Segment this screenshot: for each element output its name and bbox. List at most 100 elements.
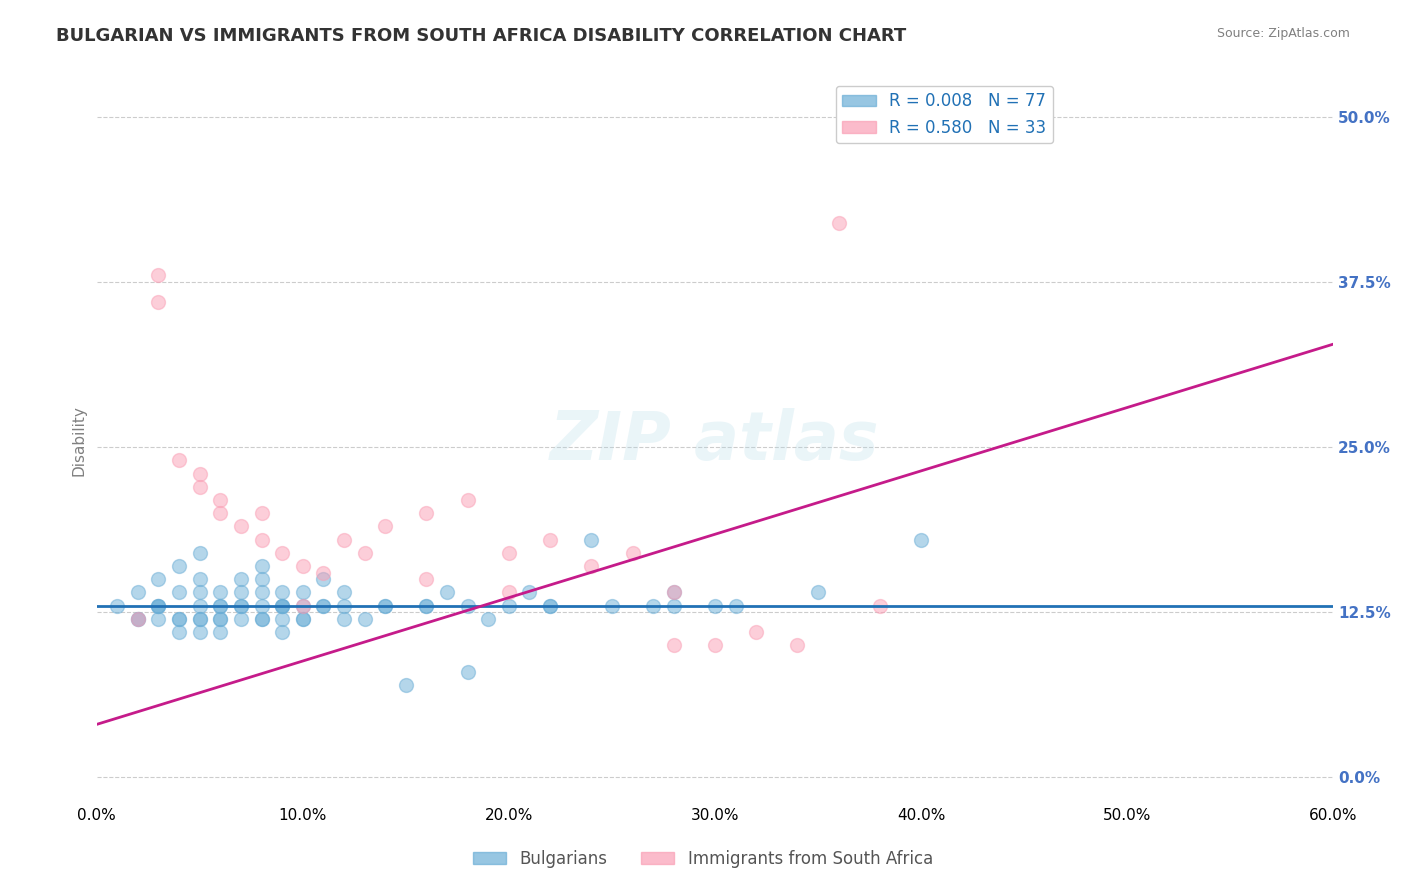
- Point: [724, 599, 747, 613]
- Text: ZIP atlas: ZIP atlas: [550, 408, 880, 474]
- Point: [312, 599, 335, 613]
- Point: [333, 599, 356, 613]
- Legend: R = 0.008   N = 77, R = 0.580   N = 33: R = 0.008 N = 77, R = 0.580 N = 33: [835, 86, 1053, 144]
- Point: [291, 612, 314, 626]
- Point: [229, 599, 252, 613]
- Point: [148, 599, 170, 613]
- Point: [127, 612, 149, 626]
- Point: [662, 638, 685, 652]
- Point: [643, 599, 665, 613]
- Point: [353, 612, 375, 626]
- Point: [148, 599, 170, 613]
- Point: [395, 678, 418, 692]
- Point: [229, 572, 252, 586]
- Point: [188, 612, 211, 626]
- Point: [621, 546, 644, 560]
- Point: [374, 599, 396, 613]
- Point: [333, 585, 356, 599]
- Point: [704, 599, 727, 613]
- Point: [498, 585, 520, 599]
- Point: [167, 612, 190, 626]
- Point: [188, 467, 211, 481]
- Point: [250, 533, 273, 547]
- Point: [271, 612, 294, 626]
- Point: [209, 585, 232, 599]
- Point: [538, 599, 561, 613]
- Point: [477, 612, 499, 626]
- Point: [209, 624, 232, 639]
- Point: [250, 572, 273, 586]
- Point: [148, 612, 170, 626]
- Legend: Bulgarians, Immigrants from South Africa: Bulgarians, Immigrants from South Africa: [467, 844, 939, 875]
- Point: [250, 612, 273, 626]
- Point: [498, 546, 520, 560]
- Point: [148, 599, 170, 613]
- Point: [333, 612, 356, 626]
- Point: [209, 612, 232, 626]
- Point: [312, 572, 335, 586]
- Point: [188, 624, 211, 639]
- Text: Source: ZipAtlas.com: Source: ZipAtlas.com: [1216, 27, 1350, 40]
- Point: [704, 638, 727, 652]
- Point: [415, 599, 437, 613]
- Point: [538, 599, 561, 613]
- Point: [827, 216, 849, 230]
- Point: [229, 612, 252, 626]
- Point: [148, 294, 170, 309]
- Point: [229, 599, 252, 613]
- Point: [436, 585, 458, 599]
- Point: [271, 546, 294, 560]
- Point: [457, 599, 479, 613]
- Point: [600, 599, 623, 613]
- Point: [374, 519, 396, 533]
- Point: [538, 533, 561, 547]
- Point: [167, 585, 190, 599]
- Point: [250, 585, 273, 599]
- Point: [148, 572, 170, 586]
- Point: [127, 612, 149, 626]
- Point: [662, 599, 685, 613]
- Point: [209, 599, 232, 613]
- Point: [188, 612, 211, 626]
- Point: [229, 519, 252, 533]
- Point: [188, 480, 211, 494]
- Point: [271, 624, 294, 639]
- Text: BULGARIAN VS IMMIGRANTS FROM SOUTH AFRICA DISABILITY CORRELATION CHART: BULGARIAN VS IMMIGRANTS FROM SOUTH AFRIC…: [56, 27, 907, 45]
- Point: [229, 585, 252, 599]
- Point: [209, 599, 232, 613]
- Point: [869, 599, 891, 613]
- Point: [148, 268, 170, 283]
- Point: [271, 585, 294, 599]
- Point: [167, 453, 190, 467]
- Point: [127, 612, 149, 626]
- Point: [250, 558, 273, 573]
- Point: [312, 599, 335, 613]
- Point: [250, 599, 273, 613]
- Point: [457, 665, 479, 679]
- Point: [127, 585, 149, 599]
- Point: [291, 599, 314, 613]
- Point: [457, 492, 479, 507]
- Point: [353, 546, 375, 560]
- Point: [167, 612, 190, 626]
- Point: [188, 585, 211, 599]
- Point: [415, 599, 437, 613]
- Point: [910, 533, 932, 547]
- Point: [807, 585, 830, 599]
- Point: [581, 533, 603, 547]
- Point: [374, 599, 396, 613]
- Point: [291, 612, 314, 626]
- Y-axis label: Disability: Disability: [72, 405, 86, 476]
- Point: [415, 572, 437, 586]
- Point: [209, 506, 232, 520]
- Point: [291, 585, 314, 599]
- Point: [209, 492, 232, 507]
- Point: [271, 599, 294, 613]
- Point: [209, 612, 232, 626]
- Point: [312, 566, 335, 580]
- Point: [786, 638, 808, 652]
- Point: [581, 558, 603, 573]
- Point: [167, 624, 190, 639]
- Point: [250, 612, 273, 626]
- Point: [291, 599, 314, 613]
